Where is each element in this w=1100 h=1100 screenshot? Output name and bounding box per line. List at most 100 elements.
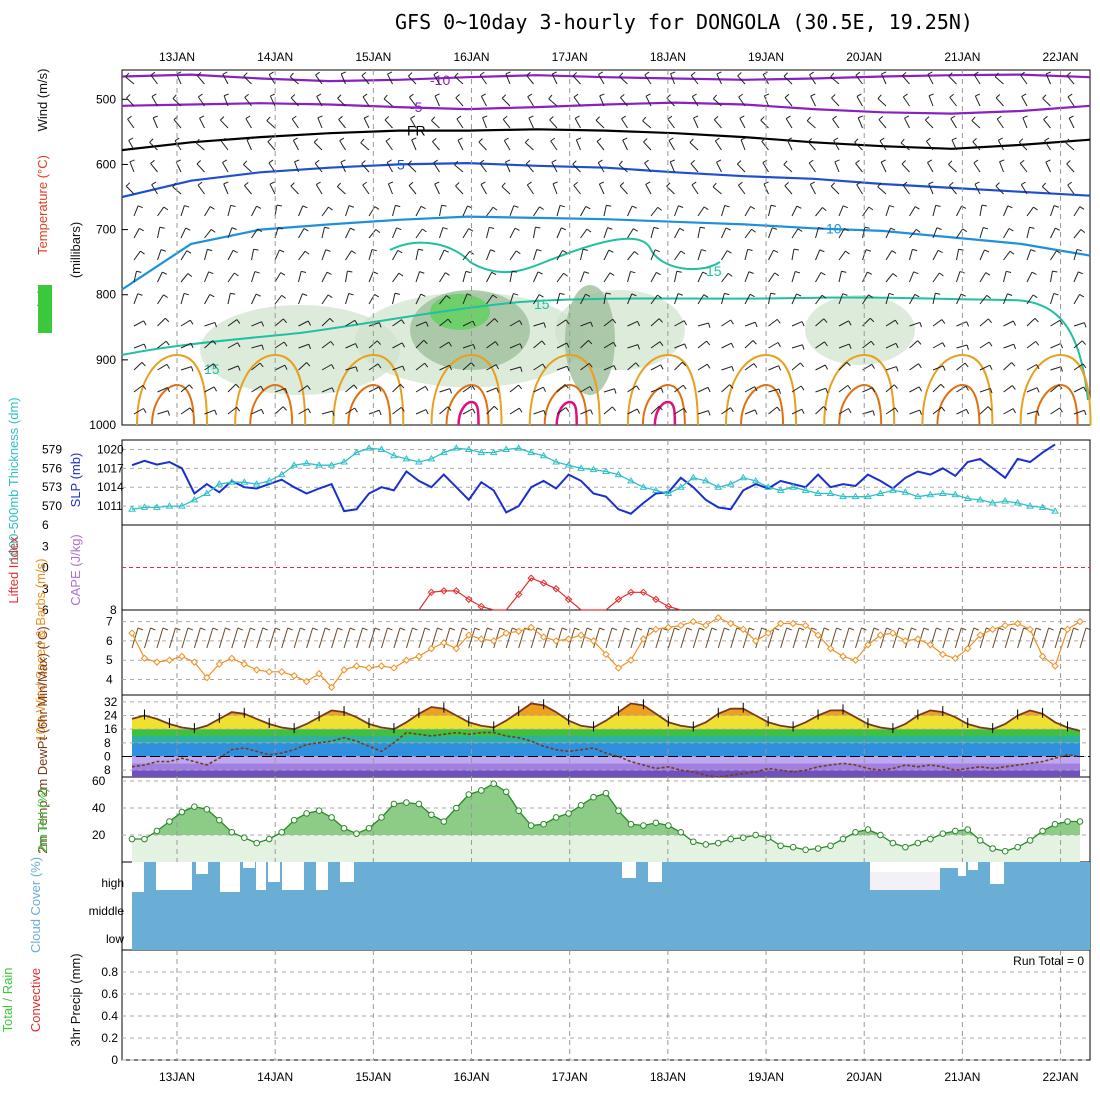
- wind-barb-flag: [657, 206, 663, 211]
- wind-barb-flag: [378, 410, 382, 416]
- wind-barb-flag: [832, 115, 837, 120]
- wind-barb: [243, 164, 252, 173]
- wind-barb-flag: [190, 343, 194, 349]
- wind-barb-flag: [341, 71, 346, 75]
- wind10-barb-flag: [1085, 627, 1092, 631]
- wind-barb: [337, 97, 346, 107]
- wind-barb: [1066, 75, 1075, 85]
- wind-barb-flag: [989, 388, 993, 394]
- wind-barb-flag: [848, 408, 852, 414]
- wind-barb: [227, 205, 232, 217]
- ylabel-wind: Wind (m/s): [35, 69, 50, 132]
- wind-barb-flag: [1082, 363, 1087, 369]
- wind-barb-flag: [754, 386, 758, 392]
- wind-barb-flag: [784, 93, 790, 98]
- wind10-barb: [143, 627, 151, 649]
- wind-barb: [721, 227, 727, 239]
- hot-contour: [457, 400, 480, 426]
- wind10-barb: [306, 627, 314, 649]
- wind-barb: [643, 141, 652, 151]
- wind-barb: [1003, 385, 1013, 393]
- wind-barb: [251, 362, 261, 371]
- wind10-barb: [967, 627, 975, 649]
- wind-barb-flag: [330, 341, 335, 346]
- wind10-barb-flag: [312, 627, 318, 631]
- wind-barb-flag: [260, 385, 264, 391]
- wind-barb: [855, 163, 863, 173]
- wind-barb: [693, 117, 699, 129]
- wind-barb: [809, 74, 816, 85]
- pressure-tick: 800: [96, 288, 116, 302]
- wind-barb: [603, 249, 610, 261]
- wind-barb-flag: [447, 406, 452, 411]
- wind-barb-flag: [984, 249, 990, 253]
- wind-barb-flag: [754, 409, 758, 415]
- wind-barb: [1026, 387, 1038, 393]
- wind10-point: [1038, 652, 1047, 661]
- wind-barb-flag: [994, 72, 999, 78]
- wind-barb: [204, 363, 214, 371]
- wind-barb: [298, 343, 310, 349]
- wind-barb: [486, 206, 494, 217]
- wind-barb: [556, 407, 567, 415]
- slp-tick: 1020: [97, 442, 124, 456]
- wind-barb-flag: [761, 137, 766, 142]
- wind-barb: [932, 250, 939, 261]
- wind-barb-flag: [1012, 320, 1017, 326]
- wind-barb: [697, 363, 708, 371]
- wind10-point: [564, 635, 573, 643]
- wind10-barb-flag: [711, 627, 717, 631]
- wind-barb-flag: [777, 342, 781, 348]
- wind10-barb-flag: [848, 627, 855, 631]
- wind-barb-flag: [332, 410, 335, 416]
- wind10-barb: [518, 627, 526, 649]
- wind-barb: [550, 140, 558, 151]
- wind-barb: [133, 293, 139, 305]
- wind-barb: [383, 98, 393, 107]
- wind-barb-flag: [214, 409, 218, 415]
- date-label-top: 15JAN: [355, 50, 391, 64]
- wind10-point: [327, 683, 336, 691]
- wind-barb: [251, 271, 256, 283]
- rh-point: [216, 816, 223, 824]
- ylabel-thickness: 1000-500mb Thickness (dm): [6, 397, 21, 562]
- wind-barb: [580, 249, 584, 261]
- wind10-barb-flag: [499, 627, 505, 631]
- wind-barb: [415, 321, 427, 327]
- wind-barb: [909, 294, 916, 305]
- wind-barb-flag: [303, 228, 309, 232]
- wind10-point: [876, 631, 885, 639]
- wind-barb-flag: [653, 226, 659, 230]
- wind-barb: [157, 363, 168, 371]
- thickness-point: [701, 476, 710, 484]
- wind-barb: [274, 341, 285, 349]
- wind-barb: [783, 164, 793, 173]
- wind-barb: [815, 294, 823, 305]
- wind-barb: [721, 273, 729, 283]
- wind-barb-flag: [388, 181, 394, 185]
- thickness-point: [652, 486, 660, 493]
- wind-barb-flag: [281, 294, 287, 299]
- wind-barb: [157, 340, 167, 349]
- wind-barb-flag: [666, 182, 671, 187]
- wind-barb-flag: [715, 137, 720, 142]
- date-label-bottom: 15JAN: [355, 1070, 391, 1084]
- wind-barb: [227, 250, 234, 261]
- wind-barb-flag: [844, 227, 849, 232]
- wind10-barb: [505, 627, 513, 649]
- wind-barb-flag: [495, 364, 499, 370]
- wind-barb: [462, 293, 468, 305]
- thickness-point: [901, 488, 910, 495]
- wind-barb: [392, 406, 402, 415]
- wind-barb-flag: [888, 292, 894, 296]
- wind-barb-flag: [244, 93, 249, 98]
- wind-barb: [244, 97, 252, 107]
- wind-barb-flag: [823, 406, 828, 411]
- wind-barb: [368, 386, 380, 393]
- wind-barb-flag: [209, 206, 215, 210]
- wind-barb: [950, 118, 957, 129]
- wind-barb: [815, 249, 821, 261]
- wind-barb: [462, 343, 474, 349]
- wind-barb-flag: [588, 340, 593, 345]
